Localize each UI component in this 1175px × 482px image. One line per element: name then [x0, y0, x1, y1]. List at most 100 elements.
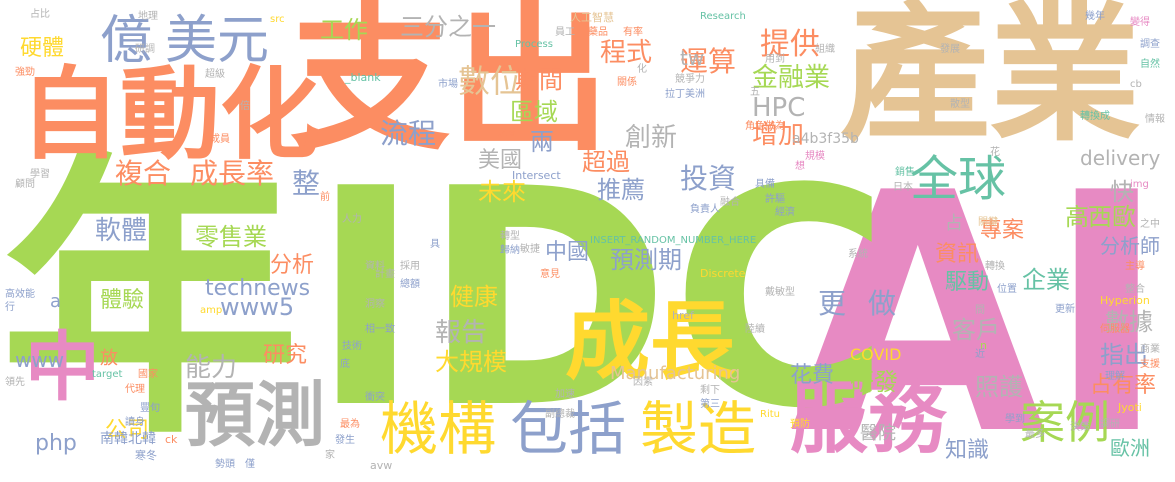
- cloud-word: 規模: [805, 151, 825, 162]
- cloud-word: 計畫: [375, 269, 395, 280]
- cloud-word: 期間: [515, 66, 563, 94]
- cloud-word: 陸續: [745, 324, 765, 335]
- cloud-word: 具備: [755, 179, 775, 190]
- cloud-word: 三分之一: [400, 13, 496, 41]
- cloud-word: 第三: [700, 399, 720, 410]
- cloud-word: 專案: [980, 218, 1025, 243]
- cloud-word: 能力: [185, 353, 238, 383]
- cloud-word: 系統: [848, 249, 868, 260]
- cloud-word: 高效能: [5, 289, 35, 300]
- cloud-word: 員工: [555, 27, 575, 38]
- cloud-word: 散型: [950, 99, 970, 110]
- cloud-word: tw: [680, 46, 705, 70]
- cloud-word: www5: [220, 293, 295, 321]
- cloud-word: 醫院: [860, 423, 896, 444]
- cloud-word: 工作: [320, 16, 368, 44]
- cloud-word: 旬: [150, 403, 160, 414]
- cloud-word: 製造: [640, 395, 757, 463]
- cloud-word: 行: [5, 302, 15, 313]
- cloud-word: 因素: [633, 377, 653, 388]
- cloud-word: src: [270, 14, 285, 25]
- cloud-word: HPC: [752, 93, 806, 123]
- cloud-word: 更: [818, 287, 847, 320]
- cloud-word: a: [50, 291, 62, 312]
- cloud-word: 學習: [30, 169, 50, 180]
- cloud-word: 國家: [138, 369, 158, 380]
- cloud-word: 想: [795, 161, 805, 172]
- cloud-word: 提供: [760, 27, 820, 62]
- cloud-word: 研調: [135, 44, 155, 55]
- cloud-word: 拉丁美洲: [665, 89, 705, 100]
- cloud-word: 照護: [975, 373, 1023, 401]
- cloud-word: 藥品: [588, 27, 608, 38]
- cloud-word: 地理: [138, 11, 158, 22]
- cloud-word: 硬體: [20, 36, 65, 61]
- cloud-word: 市場: [438, 79, 458, 90]
- cloud-word: 占有率: [1090, 373, 1157, 398]
- cloud-word: 健康: [450, 283, 498, 311]
- cloud-word: 人工智慧: [570, 11, 614, 24]
- cloud-word: 調研: [1100, 419, 1120, 430]
- cloud-word: 轉換: [985, 261, 1005, 272]
- cloud-word: 代理: [125, 384, 145, 395]
- cloud-word: amp: [200, 305, 223, 316]
- cloud-word: 變得: [1130, 17, 1150, 28]
- cloud-word: 角色: [745, 121, 765, 132]
- cloud-word: 許驅: [765, 194, 785, 205]
- cloud-word: 歸納: [500, 245, 520, 256]
- cloud-word: 客戶: [952, 316, 1000, 344]
- cloud-word: 最多: [1025, 429, 1045, 440]
- cloud-word: 豐: [140, 403, 150, 414]
- cloud-word: 歐洲: [1110, 436, 1150, 460]
- cloud-word: 預測期: [610, 246, 682, 274]
- cloud-word: 億: [100, 11, 153, 71]
- cloud-word: 體驗: [100, 288, 145, 313]
- cloud-word: technews: [205, 276, 311, 301]
- cloud-word: 情報: [1145, 114, 1165, 125]
- cloud-word: 增加: [752, 120, 805, 150]
- cloud-word: 商業: [1140, 344, 1160, 355]
- cloud-word: 超級: [205, 69, 225, 80]
- cloud-word: 決策: [1070, 422, 1090, 433]
- cloud-word: 發生: [335, 435, 355, 446]
- cloud-word: 流程: [380, 117, 437, 150]
- cloud-word: 採用: [400, 261, 420, 272]
- cloud-word: 服務: [790, 374, 947, 464]
- cloud-word: 敏捷: [520, 244, 540, 255]
- cloud-word: 美國: [478, 148, 523, 173]
- cloud-word: 全球: [910, 151, 1007, 207]
- cloud-word: 銷售: [895, 167, 915, 178]
- cloud-word: 西歐: [1088, 203, 1136, 231]
- cloud-word: 資訊: [935, 242, 980, 267]
- cloud-word: 幾年: [1085, 11, 1105, 22]
- cloud-word: 年: [0, 125, 300, 474]
- cloud-word: 自動化: [20, 56, 320, 173]
- cloud-word: 轉換成: [1080, 111, 1110, 122]
- cloud-word: 推薦: [597, 176, 645, 204]
- cloud-word: Manufacturing: [610, 363, 741, 384]
- cloud-word: 副總裁: [545, 409, 575, 420]
- cloud-word: 理解: [1105, 371, 1125, 382]
- cloud-word: 洞察: [365, 299, 385, 310]
- cloud-word: 放: [100, 348, 118, 369]
- cloud-word: 分析師: [1100, 234, 1160, 258]
- cloud-word: 超過: [582, 148, 630, 176]
- cloud-word: 資料: [365, 261, 385, 272]
- cloud-word: 支援: [1140, 359, 1160, 370]
- cloud-word: 美元: [165, 11, 270, 71]
- cloud-word: delivery: [1080, 146, 1161, 170]
- cloud-word: Intersect: [512, 169, 561, 182]
- cloud-word: 技術: [342, 341, 362, 352]
- cloud-word: 領先: [5, 377, 25, 388]
- cloud-word: COVID: [850, 345, 902, 364]
- cloud-word: 指出: [1100, 341, 1148, 369]
- cloud-word: 學到: [1005, 414, 1025, 425]
- cloud-word: 花費: [790, 363, 835, 388]
- cloud-word: 間: [975, 305, 985, 316]
- cloud-word: 家: [325, 450, 335, 461]
- cloud-word: 創新: [625, 123, 678, 153]
- cloud-word: 駆動: [945, 270, 990, 295]
- cloud-word: 大規模: [435, 348, 507, 376]
- cloud-word: 相一致: [365, 324, 395, 335]
- cloud-word: 最為: [340, 419, 360, 430]
